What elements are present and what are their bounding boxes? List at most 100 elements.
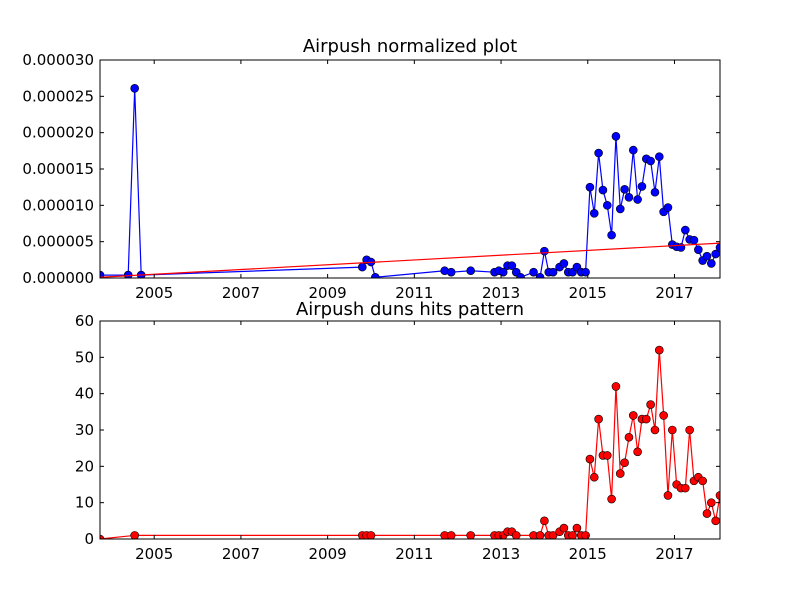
bottom-data-point [130,531,139,539]
top-data-point [607,230,616,240]
bottom-y-tick-label: 20 [75,457,94,475]
top-axes-frame [99,59,721,279]
bottom-y-tick-label: 60 [75,312,94,330]
top-data-point [633,195,642,204]
top-data-point [689,235,699,245]
top-data-point [602,201,612,210]
top-data-point [594,148,603,158]
top-y-tick-label: 0.000005 [22,233,94,251]
top-data-point [702,251,712,261]
top-chart-title: Airpush normalized plot [303,36,517,57]
bottom-data-point [589,472,599,482]
bottom-data-point [646,400,655,409]
top-data-point [535,272,545,278]
bottom-data-point [602,451,612,460]
bottom-data-point [663,491,673,500]
top-data-point [446,267,456,277]
top-trend-line [100,242,720,278]
top-data-point [611,132,621,141]
bottom-y-tick-label: 0 [84,530,94,548]
bottom-chart: Airpush duns hits pattern 2005 2007 2009 20… [75,299,721,563]
top-data-point [507,261,517,270]
bottom-chart-title: Airpush duns hits pattern [296,299,524,320]
top-data-point [358,262,367,272]
top-chart: Airpush normalized plot 2005 2007 2009 2011… [22,36,721,302]
bottom-x-tick-label: 2005 [135,545,173,563]
top-plot-area: 2005 2007 2009 2011 2013 2015 2017 0.000000 0.00… [22,51,720,302]
bottom-data-point [711,516,720,526]
top-y-tick-label: 0.000010 [22,196,94,214]
top-data-point [581,267,590,277]
top-x-tick-label: 2009 [309,284,347,302]
bottom-data-point [366,531,376,539]
bottom-data-point [659,411,668,420]
bottom-data-point [655,345,664,355]
top-data-point [548,267,558,277]
bottom-data-point [668,425,677,435]
top-x-tick-label: 2005 [135,284,173,302]
top-data-point [646,156,655,166]
top-data-point [655,152,664,161]
top-data-point [466,266,475,276]
bottom-data-point [615,469,625,478]
bottom-data-point [466,531,475,539]
top-data-point [628,145,638,155]
top-x-tick-label: 2017 [655,284,693,302]
bottom-data-point [511,531,521,539]
bottom-data-point [702,509,712,518]
bottom-data-point [568,531,577,539]
bottom-data-point [628,411,638,420]
bottom-data-point [594,414,603,424]
bottom-data-point [548,531,558,539]
top-data-point [650,187,660,197]
bottom-x-tick-label: 2017 [655,545,693,563]
top-data-point [589,209,599,218]
bottom-data-point [620,458,629,468]
bottom-data-point [446,531,456,539]
top-data-point [681,225,690,235]
top-data-point [585,182,595,192]
bottom-data-point [641,414,651,424]
top-y-tick-label: 0.000015 [22,160,94,178]
bottom-y-tick-label: 40 [75,385,94,403]
top-data-point [100,270,105,278]
bottom-data-point [581,531,590,539]
top-x-tick-label: 2015 [569,284,607,302]
top-y-tick-label: 0.000030 [22,51,94,69]
bottom-data-point [624,432,634,442]
top-x-tick-label: 2011 [395,284,433,302]
bottom-data-point [633,447,642,457]
bottom-data-point [685,425,694,435]
top-data-point [663,203,673,212]
top-y-tick-label: 0.000025 [22,87,94,105]
bottom-data-point [572,523,582,533]
top-data-point [371,272,380,278]
top-data-point [529,267,538,277]
bottom-y-tick-label: 50 [75,348,94,366]
bottom-axes-frame [99,320,721,540]
bottom-data-point [100,534,105,539]
bottom-data-point [650,425,660,435]
top-data-point [637,182,647,191]
bottom-data-point [681,483,690,493]
bottom-x-tick-label: 2015 [569,545,607,563]
top-data-point [130,84,139,93]
top-y-tick-label: 0.000020 [22,124,94,142]
bottom-x-tick-label: 2011 [395,545,433,563]
bottom-data-point [611,382,621,391]
bottom-data-point [707,498,716,507]
bottom-x-tick-label: 2013 [482,545,520,563]
bottom-data-point [585,454,595,464]
top-data-point [598,185,608,195]
bottom-y-tick-label: 30 [75,421,94,439]
bottom-data-point [535,531,545,539]
bottom-data-point [715,491,720,500]
bottom-series-layer [100,345,720,539]
top-data-point [559,259,569,268]
top-data-point [715,243,720,252]
top-data-point [615,204,625,214]
top-data-point [620,185,629,194]
top-data-point [707,259,716,268]
